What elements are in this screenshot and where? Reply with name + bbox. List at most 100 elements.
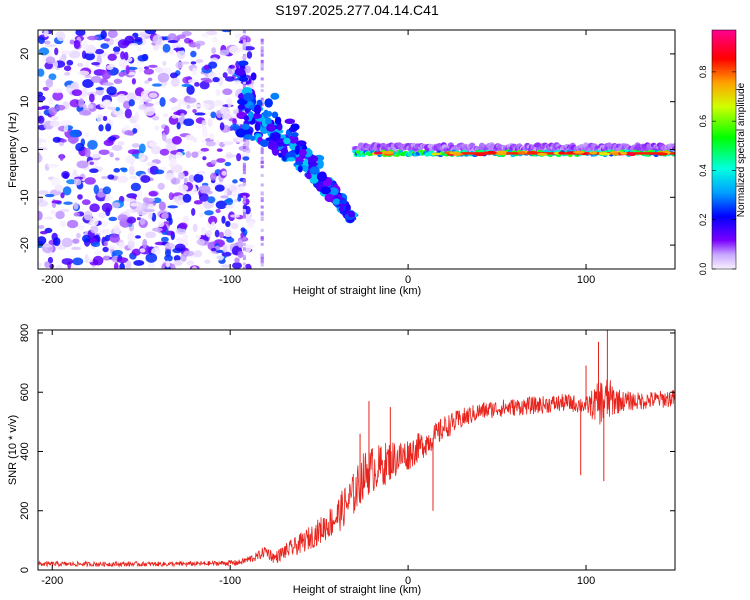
- spectrogram-noise-blob: [96, 114, 104, 122]
- spectrogram-noise-blob: [162, 113, 169, 118]
- spectrogram-noise-blob: [191, 207, 196, 216]
- spectrogram-noise-blob: [219, 49, 230, 56]
- spectrogram-noise-blob: [198, 192, 209, 202]
- spectrogram-noise-blob: [45, 43, 57, 48]
- spectrogram-noise-blob: [221, 30, 232, 33]
- spectrogram-noise-blob: [233, 80, 243, 85]
- spectrogram-noise-blob: [237, 250, 244, 259]
- snr-x-tick-label: 0: [405, 575, 411, 587]
- spectrogram-branch-blob: [271, 111, 279, 119]
- spectrogram-noise-blob: [38, 152, 42, 163]
- spectrogram-noise-blob: [117, 93, 127, 103]
- spectrogram-noise-blob: [112, 201, 121, 209]
- spectrogram-noise-dot: [242, 80, 246, 84]
- snr-x-label: Height of straight line (km): [293, 584, 421, 596]
- spectrogram-noise-blob: [219, 231, 224, 239]
- colorbar-label: Normalized spectral amplitude: [736, 82, 747, 217]
- spectrogram-noise-blob: [193, 200, 203, 205]
- spectrogram-noise-blob: [139, 97, 145, 106]
- spectrogram-noise-dot: [242, 46, 246, 50]
- spectrogram-noise-dot: [242, 168, 246, 172]
- spectrogram-noise-blob: [242, 198, 250, 206]
- carrier-halo: [672, 146, 675, 152]
- spectrogram-noise-blob: [113, 78, 123, 84]
- spectrogram-noise-blob: [52, 88, 63, 94]
- spectrogram-noise-blob: [106, 86, 117, 96]
- spectrogram-noise-blob: [134, 235, 141, 239]
- spectrogram-branch-blob: [288, 134, 299, 144]
- spectrogram-branch-blob: [320, 186, 331, 195]
- snr-x-tick-label: 100: [577, 575, 595, 587]
- spectrogram-branch-blob: [316, 159, 324, 169]
- spectrogram-noise-blob: [199, 80, 210, 90]
- colorbar: 0.0 0.2 0.4 0.6 0.8 Normalized spectral ampl…: [698, 29, 747, 275]
- spectrogram-noise-blob: [104, 197, 111, 202]
- spectrogram-branch-blob: [263, 109, 269, 119]
- spectrogram-noise-dot: [242, 144, 246, 148]
- snr-y-label: SNR (10 * v/v): [7, 415, 19, 485]
- spectrogram-noise-blob: [221, 251, 232, 257]
- spectrogram-noise-dot: [260, 237, 264, 241]
- spectrogram-noise-blob: [51, 200, 62, 204]
- spectrogram-branch-blob: [249, 135, 256, 141]
- spectrogram-noise-blob: [123, 51, 129, 61]
- spectrogram-branch-blob: [295, 161, 304, 166]
- spectrogram-noise-blob: [214, 184, 225, 192]
- spectrogram-y-axis: -20 -10 0 10 20: [19, 48, 675, 253]
- spectrogram-noise-blob: [107, 245, 117, 250]
- spectrogram-noise-blob: [111, 144, 123, 152]
- spectrogram-noise-blob: [81, 87, 88, 97]
- spectrogram-x-tick-label: -200: [41, 274, 63, 286]
- spectrogram-branch-blob: [248, 111, 254, 119]
- spectrogram-noise-blob: [49, 120, 61, 127]
- spectrogram-noise-dot: [260, 259, 264, 263]
- spectrogram-noise-blob: [44, 261, 50, 269]
- spectrogram-noise-blob: [202, 103, 211, 109]
- spectrogram-noise-blob: [76, 232, 81, 239]
- spectrogram-noise-blob: [138, 66, 144, 72]
- spectrogram-noise-blob: [92, 255, 104, 266]
- spectrogram-noise-blob: [195, 234, 202, 239]
- spectrogram-noise-dot: [260, 38, 264, 42]
- spectrogram-noise-blob: [196, 43, 201, 50]
- spectrogram-noise-blob: [77, 62, 84, 67]
- spectrogram-noise-blob: [38, 236, 47, 245]
- spectrogram-noise-blob: [165, 260, 171, 268]
- spectrogram-noise-blob: [177, 184, 189, 192]
- spectrogram-noise-blob: [118, 72, 125, 77]
- spectrogram-noise-blob: [56, 31, 66, 42]
- spectrogram-noise-dot: [242, 208, 246, 212]
- spectrogram-noise-blob: [120, 51, 126, 60]
- spectrogram-branch-blob: [238, 76, 249, 82]
- spectrogram-noise-blob: [81, 199, 91, 206]
- spectrogram-noise-blob: [205, 141, 216, 147]
- spectrogram-noise-blob: [209, 133, 215, 140]
- spectrogram-noise-blob: [210, 159, 217, 165]
- carrier-peak: [517, 151, 526, 155]
- spectrogram-noise-blob: [191, 151, 199, 158]
- spectrogram-noise-blob: [161, 212, 169, 220]
- spectrogram-noise-blob: [138, 143, 146, 154]
- spectrogram-noise-blob: [129, 43, 139, 47]
- spectrogram-noise-blob: [197, 170, 206, 175]
- spectrogram-noise-blob: [131, 78, 136, 85]
- spectrogram-branch-blob: [307, 154, 319, 163]
- spectrogram-noise-blob: [144, 106, 156, 117]
- spectrogram-noise-blob: [126, 216, 137, 224]
- spectrogram-noise-blob: [178, 222, 188, 230]
- spectrogram-noise-blob: [38, 115, 45, 124]
- spectrogram-branch-blob: [291, 132, 299, 138]
- spectrogram-noise-blob: [236, 153, 242, 162]
- spectrogram-noise-blob: [66, 179, 77, 185]
- spectrogram-branch-blob: [253, 104, 262, 115]
- spectrogram-noise-blob: [125, 198, 136, 203]
- spectrogram-noise-blob: [50, 115, 59, 121]
- spectrogram-noise-blob: [182, 193, 192, 203]
- spectrogram-noise-blob: [38, 68, 45, 77]
- spectrogram-noise-dot: [242, 255, 246, 259]
- figure-title: S197.2025.277.04.14.C41: [275, 2, 439, 18]
- spectrogram-noise-blob: [117, 214, 128, 222]
- spectrogram-noise-dot: [242, 149, 246, 153]
- spectrogram-noise-blob: [154, 66, 163, 73]
